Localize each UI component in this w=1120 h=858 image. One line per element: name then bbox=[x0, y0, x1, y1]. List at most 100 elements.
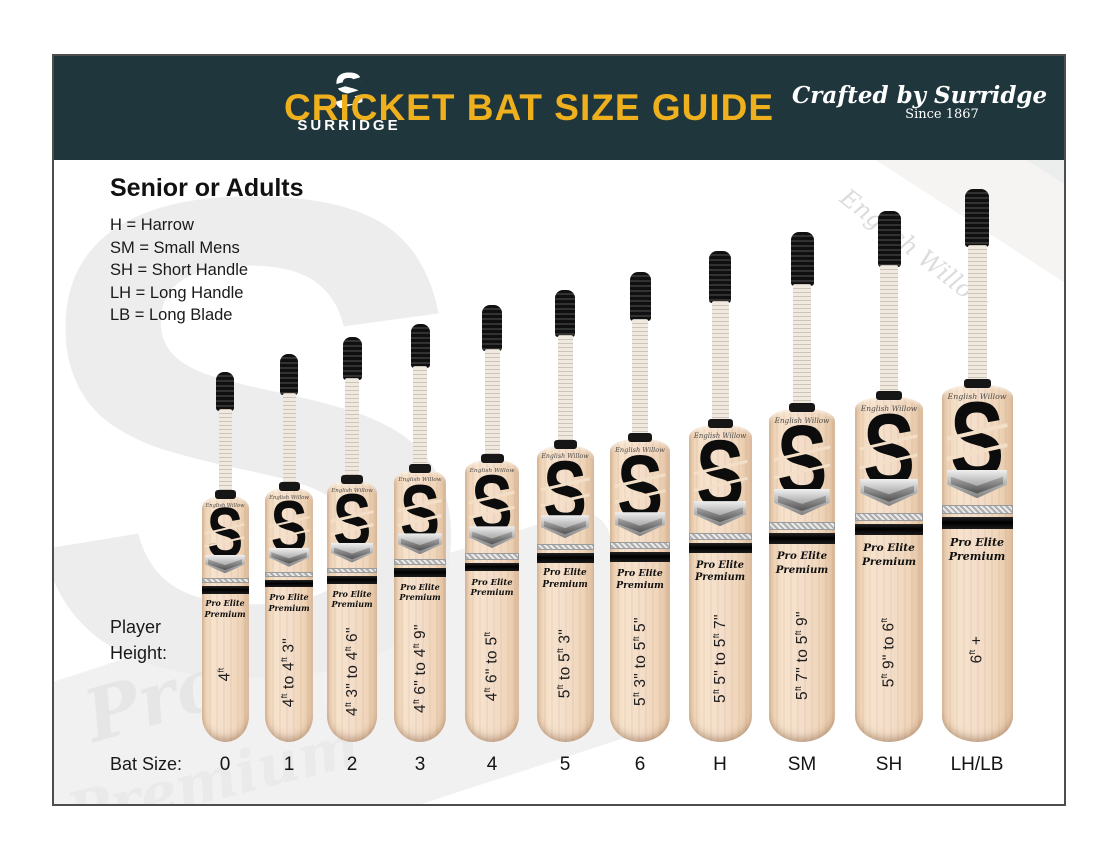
bat-grip bbox=[280, 354, 298, 395]
bat-blade: English Willow S Pro Elite Premium 5ft 7" to… bbox=[769, 409, 835, 742]
bat-grip bbox=[709, 251, 731, 303]
willow-sticker-text: English Willow bbox=[774, 416, 830, 425]
bat-blade: English Willow S Pro Elite Premium 5ft 5" to… bbox=[688, 425, 752, 742]
section-title: Senior or Adults bbox=[110, 174, 304, 202]
legend-item-long-handle: LH = Long Handle bbox=[110, 283, 244, 302]
bat-size-value: SH bbox=[875, 754, 903, 775]
pro-elite-premium-text: Pro Elite Premium bbox=[695, 560, 745, 585]
crafted-script: Crafted by Surridge bbox=[792, 82, 1048, 109]
surridge-s-logo-icon: S bbox=[773, 411, 831, 511]
willow-sticker-text: English Willow bbox=[398, 477, 442, 483]
bat-handle bbox=[413, 366, 427, 480]
sticker-line1: Pro Elite bbox=[949, 535, 1005, 549]
legend: H = Harrow SM = Small Mens SH = Short Ha… bbox=[110, 214, 248, 327]
checkered-band bbox=[265, 571, 313, 578]
willow-sticker-text: English Willow bbox=[269, 495, 309, 501]
willow-sticker-text: English Willow bbox=[615, 446, 665, 454]
willow-sticker-text: English Willow bbox=[331, 488, 373, 494]
sticker-line1: Pro Elite bbox=[471, 576, 513, 587]
sticker-line1: Pro Elite bbox=[205, 598, 245, 609]
legend-item-small-mens: SM = Small Mens bbox=[110, 238, 240, 257]
surridge-s-logo-icon: S bbox=[859, 398, 919, 501]
bat-collar bbox=[480, 454, 504, 463]
willow-sticker-text: English Willow bbox=[693, 432, 747, 440]
sticker-line2: Premium bbox=[542, 579, 588, 590]
bat-handle bbox=[880, 265, 898, 407]
sticker-line1: Pro Elite bbox=[617, 567, 663, 579]
black-band bbox=[465, 562, 519, 572]
bat-stage: English Willow S Pro Elite Premium 4ft 0 Engli… bbox=[54, 56, 1064, 804]
pro-elite-premium-text: Pro Elite Premium bbox=[542, 568, 587, 591]
header-band: S SURRIDGE CRICKET BAT SIZE GUIDE Crafte… bbox=[54, 56, 1064, 160]
willow-sticker-text: English Willow bbox=[541, 453, 589, 460]
checkered-band bbox=[201, 578, 249, 584]
surridge-logo-icon: S bbox=[331, 65, 367, 117]
checkered-band bbox=[688, 532, 752, 540]
sticker-line2: Premium bbox=[399, 592, 441, 603]
legend-item-harrow: H = Harrow bbox=[110, 216, 194, 234]
surridge-s-logo-icon: S bbox=[268, 491, 310, 564]
surridge-s-logo-icon: S bbox=[204, 499, 246, 570]
bat-blade: English Willow S Pro Elite Premium 6ft + bbox=[941, 385, 1013, 742]
bat-size-value: SM bbox=[787, 754, 817, 775]
bat-collar bbox=[341, 475, 363, 484]
bat-grip bbox=[965, 189, 989, 247]
black-band bbox=[327, 576, 377, 584]
bat-handle bbox=[967, 245, 987, 395]
black-band bbox=[941, 517, 1013, 529]
bat-size-value: H bbox=[713, 754, 727, 775]
surridge-s-logo-icon: S bbox=[468, 463, 516, 545]
bat-collar bbox=[214, 490, 236, 499]
bat-handle bbox=[557, 335, 573, 456]
sticker-line1: Pro Elite bbox=[696, 559, 744, 571]
black-band bbox=[394, 568, 446, 577]
bat-handle bbox=[345, 378, 359, 491]
bat-grip bbox=[482, 305, 502, 351]
bat-size-value: 6 bbox=[634, 754, 646, 775]
bat-handle bbox=[711, 301, 729, 435]
player-height-text: 5ft 7" to 5ft 9" bbox=[792, 610, 811, 700]
surridge-s-logo-icon: S bbox=[540, 448, 590, 535]
bat-size-row-label: Bat Size: bbox=[110, 754, 183, 774]
checkered-band bbox=[465, 553, 519, 560]
player-height-row-label: Player Height: bbox=[110, 617, 168, 663]
black-band bbox=[769, 533, 835, 544]
bat-collar bbox=[278, 482, 300, 491]
sticker-line2: Premium bbox=[861, 555, 917, 568]
surridge-s-logo-icon: S bbox=[397, 473, 443, 552]
sticker-line2: Premium bbox=[948, 550, 1006, 564]
pro-elite-premium-text: Pro Elite Premium bbox=[949, 536, 1006, 565]
bat-collar bbox=[628, 433, 652, 442]
sticker-line2: Premium bbox=[268, 602, 310, 613]
checkered-band bbox=[855, 512, 923, 521]
sticker-line1: Pro Elite bbox=[543, 568, 587, 579]
bat-column-lh-lb: English Willow S Pro Elite Premium 6ft + bbox=[941, 189, 1013, 742]
bat-collar bbox=[789, 403, 815, 412]
legend-item-long-blade: LB = Long Blade bbox=[110, 306, 233, 324]
bat-grip bbox=[410, 324, 430, 368]
checkered-band bbox=[610, 542, 670, 550]
surridge-s-logo-icon: S bbox=[614, 441, 666, 533]
black-band bbox=[855, 524, 923, 536]
bat-handle bbox=[793, 284, 811, 419]
bat-handle bbox=[282, 393, 296, 498]
bat-grip bbox=[555, 290, 575, 337]
checkered-band bbox=[394, 559, 446, 566]
pro-elite-premium-text: Pro Elite Premium bbox=[268, 592, 309, 613]
bat-collar bbox=[707, 419, 733, 428]
black-band bbox=[265, 579, 313, 588]
bat-collar bbox=[553, 440, 577, 449]
sticker-line1: Pro Elite bbox=[332, 589, 372, 599]
sticker-line1: Pro Elite bbox=[776, 550, 828, 563]
crafted-since: Since 1867 bbox=[905, 107, 979, 122]
black-band bbox=[610, 552, 670, 562]
player-height-text: 5ft 5" to 5ft 7" bbox=[710, 614, 729, 704]
bat-collar bbox=[409, 464, 431, 473]
pro-elite-premium-text: Pro Elite Premium bbox=[399, 582, 440, 603]
bat-grip bbox=[877, 211, 901, 267]
page-title: CRICKET BAT SIZE GUIDE bbox=[284, 87, 774, 128]
pro-elite-premium-text: Pro Elite Premium bbox=[862, 542, 916, 569]
checkered-band bbox=[327, 567, 377, 574]
player-height-text: 6ft + bbox=[967, 635, 986, 664]
